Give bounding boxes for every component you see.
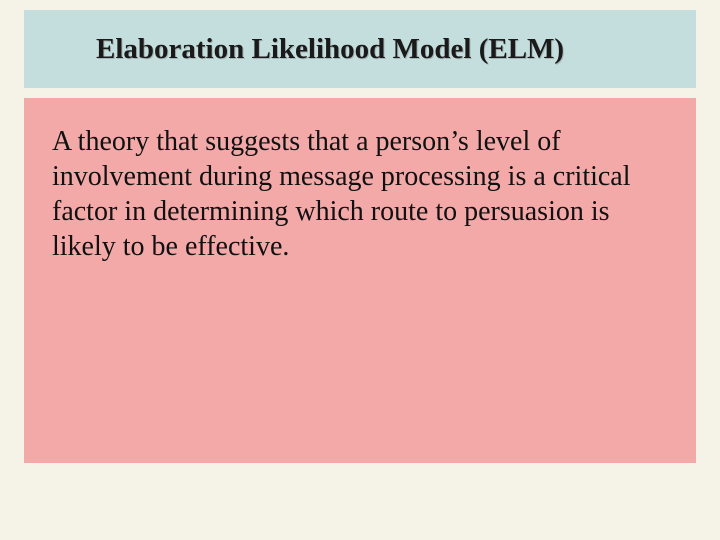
- title-bar: Elaboration Likelihood Model (ELM): [24, 10, 696, 88]
- body-box: A theory that suggests that a person’s l…: [24, 98, 696, 463]
- slide: Elaboration Likelihood Model (ELM) A the…: [0, 0, 720, 540]
- slide-title: Elaboration Likelihood Model (ELM): [96, 33, 564, 66]
- slide-body-text: A theory that suggests that a person’s l…: [52, 124, 668, 264]
